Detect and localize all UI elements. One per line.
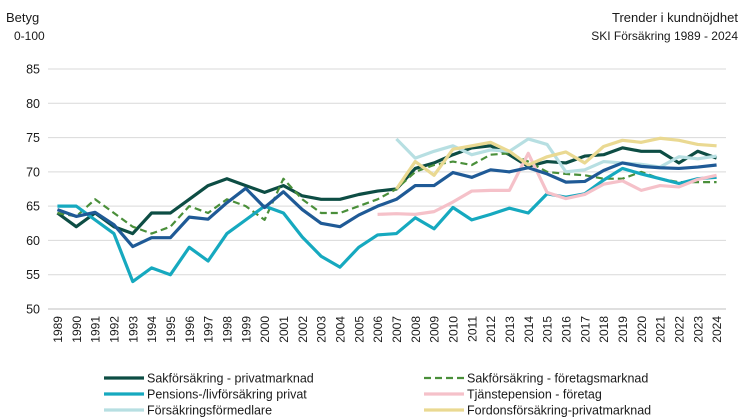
x-tick-label: 2004 [333, 316, 347, 343]
series-lines [56, 136, 718, 284]
x-tick-label: 1989 [51, 316, 65, 343]
x-tick-label: 1996 [183, 316, 197, 343]
y-tick-label: 65 [26, 200, 40, 214]
y-tick-label: 75 [26, 131, 40, 145]
x-tick-label: 1995 [164, 316, 178, 343]
x-tick-label: 1993 [126, 316, 140, 343]
x-tick-label: 1991 [89, 316, 103, 343]
series-line-3 [377, 151, 717, 216]
x-tick-label: 2020 [635, 316, 649, 343]
x-tick-label: 2018 [597, 316, 611, 343]
y-axis-label-range: 0-100 [14, 29, 45, 43]
y-axis-label-betyg: Betyg [6, 10, 39, 25]
x-tick-label: 2000 [258, 316, 272, 343]
x-tick-label: 2022 [672, 316, 686, 343]
y-tick-label: 60 [26, 234, 40, 248]
x-tick-label: 2008 [409, 316, 423, 343]
legend-label: Sakförsäkring - privatmarknad [147, 372, 314, 386]
x-tick-label: 2003 [315, 316, 329, 343]
x-tick-label: 1994 [145, 316, 159, 343]
y-axis-ticks: 50 55 60 65 70 75 80 85 [26, 63, 40, 317]
chart-subtitle: SKI Försäkring 1989 - 2024 [591, 29, 738, 43]
x-tick-label: 2023 [691, 316, 705, 343]
legend: Sakförsäkring - privatmarknad Sakförsäkri… [104, 372, 651, 418]
series-line-0 [56, 144, 718, 236]
y-tick-label: 85 [26, 63, 40, 77]
x-tick-label: 2011 [465, 316, 479, 342]
x-tick-label: 2002 [296, 316, 310, 343]
x-tick-label: 2019 [616, 316, 630, 343]
x-tick-label: 2010 [446, 316, 460, 343]
y-tick-label: 80 [26, 97, 40, 111]
x-tick-label: 1990 [70, 316, 84, 343]
x-tick-label: 2007 [390, 316, 404, 343]
x-tick-label: 2006 [371, 316, 385, 343]
legend-label: Pensions-/livförsäkring privat [147, 388, 307, 402]
x-tick-label: 1998 [220, 316, 234, 343]
x-tick-label: 2009 [428, 316, 442, 343]
chart-title: Trender i kundnöjdhet [612, 10, 738, 25]
x-axis-ticks: 1989 1990 1991 1992 1993 1994 1995 1996 1997 1998… [51, 316, 724, 343]
x-tick-label: 1997 [202, 316, 216, 343]
series-line-5 [395, 136, 717, 190]
x-tick-label: 2024 [710, 316, 724, 343]
series-line-6 [56, 161, 717, 249]
x-tick-label: 2013 [503, 316, 517, 343]
legend-label: Fordonsförsäkring-privatmarknad [467, 404, 651, 418]
series-line-4 [395, 137, 717, 174]
x-tick-label: 2015 [541, 316, 555, 343]
x-tick-label: 2016 [559, 316, 573, 343]
gridlines [48, 68, 726, 310]
x-tick-label: 2005 [352, 316, 366, 343]
x-tick-label: 2001 [277, 316, 291, 343]
x-tick-label: 1992 [107, 316, 121, 343]
legend-label: Tjänstepension - företag [467, 388, 602, 402]
x-tick-label: 2012 [484, 316, 498, 343]
series-line-2 [57, 166, 717, 284]
legend-label: Sakförsäkring - företagsmarknad [467, 372, 648, 386]
y-tick-label: 50 [26, 303, 40, 317]
x-tick-label: 2017 [578, 316, 592, 343]
y-tick-label: 70 [26, 165, 40, 179]
x-tick-label: 2014 [522, 316, 536, 343]
y-tick-label: 55 [26, 268, 40, 282]
x-tick-label: 1999 [239, 316, 253, 343]
x-tick-label: 2021 [654, 316, 668, 343]
legend-label: Försäkringsförmedlare [147, 404, 272, 418]
series-line-1 [57, 152, 717, 235]
